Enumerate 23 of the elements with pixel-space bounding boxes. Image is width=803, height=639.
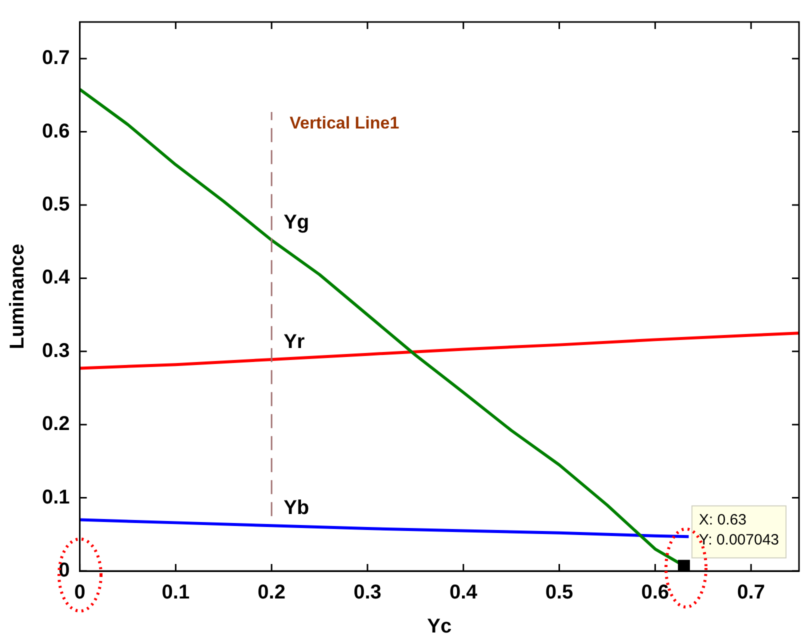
- y-tick-label: 0: [58, 560, 70, 582]
- y-tick-label: 0.5: [42, 194, 70, 216]
- y-tick-label: 0.1: [42, 486, 70, 508]
- x-tick-label: 0.5: [545, 582, 574, 604]
- x-tick-label: 0.6: [641, 582, 670, 604]
- y-axis-title: Luminance: [6, 244, 29, 350]
- x-tick-label: 0.1: [162, 582, 190, 604]
- x-tick-label: 0.2: [258, 582, 286, 604]
- y-tick-label: 0.3: [42, 340, 70, 362]
- y-tick-label: 0.4: [42, 266, 71, 289]
- y-tick-label: 0.2: [42, 413, 70, 436]
- series-label: Yr: [284, 330, 305, 353]
- x-tick-label: 0.3: [354, 582, 382, 604]
- x-tick-label: 0: [74, 582, 86, 604]
- y-tick-label: 0.6: [42, 120, 70, 142]
- ref-line-label: Vertical Line1: [290, 114, 400, 133]
- series-label: Yb: [284, 497, 310, 520]
- y-tick-label: 0.7: [42, 47, 70, 70]
- x-tick-label: 0.4: [449, 582, 478, 604]
- x-axis-title: Yc: [427, 616, 452, 638]
- annotation: X: 0.63 Y: 0.007043: [698, 511, 780, 548]
- series-label: Yg: [284, 212, 310, 234]
- x-tick-label: 0.7: [737, 582, 765, 604]
